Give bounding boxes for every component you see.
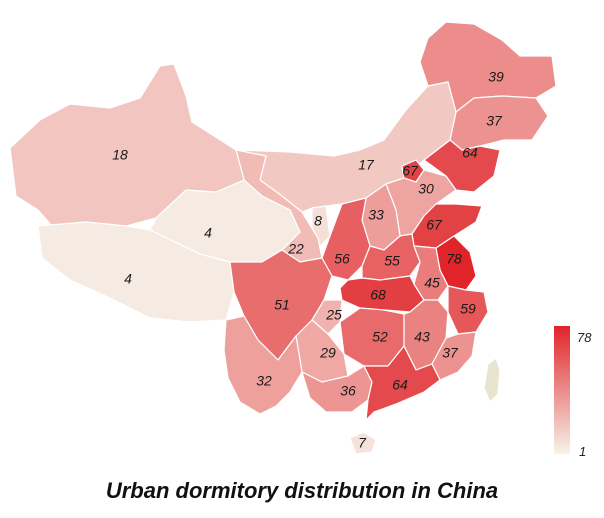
value-label-yunnan: 32 [256,373,272,389]
region-yunnan [223,315,303,415]
value-label-shanxi: 33 [368,207,384,223]
value-label-fujian: 37 [442,345,459,361]
value-label-hunan: 52 [372,329,388,345]
value-label-jiangxi: 43 [414,329,430,345]
value-label-inner-mongolia: 17 [358,157,375,173]
value-label-hainan: 7 [358,435,367,451]
value-label-gansu: 22 [287,241,304,257]
value-label-xinjiang: 18 [112,147,128,163]
legend-gradient-bar [554,326,570,454]
value-label-shaanxi: 56 [334,251,350,267]
region-hainan [349,431,377,455]
value-label-chongqing: 25 [325,307,342,323]
province-regions [9,21,557,455]
value-label-zhejiang: 59 [460,301,476,317]
value-label-qinghai: 4 [204,225,212,241]
region-guangdong [363,345,441,421]
region-zhejiang [447,285,489,335]
legend-max-label: 78 [577,330,592,345]
region-taiwan [483,357,501,403]
value-label-ningxia: 8 [314,213,322,229]
value-label-hubei: 68 [370,287,386,303]
value-label-tibet: 4 [124,271,132,287]
value-label-henan: 55 [384,253,400,269]
value-label-guizhou: 29 [319,345,336,361]
color-legend: 78 1 [554,326,592,459]
value-label-guangdong: 64 [392,377,408,393]
value-label-jilin: 37 [486,113,503,129]
value-label-sichuan: 51 [274,297,290,313]
value-label-shandong: 67 [426,217,443,233]
value-label-anhui: 45 [424,275,440,291]
value-label-tianjin: 30 [418,181,434,197]
region-tibet [37,221,235,323]
value-label-guangxi: 36 [340,383,356,399]
value-label-liaoning: 64 [462,145,478,161]
value-label-jiangsu: 78 [446,251,462,267]
value-label-heilongjiang: 39 [488,69,504,85]
legend-min-label: 1 [579,444,586,459]
map-title: Urban dormitory distribution in China [105,478,499,503]
value-label-beijing: 67 [402,163,419,179]
province-value-labels: 39 37 64 17 67 30 33 67 78 55 56 8 22 4 18 4 51 25 68 45 59 5… [112,69,504,451]
